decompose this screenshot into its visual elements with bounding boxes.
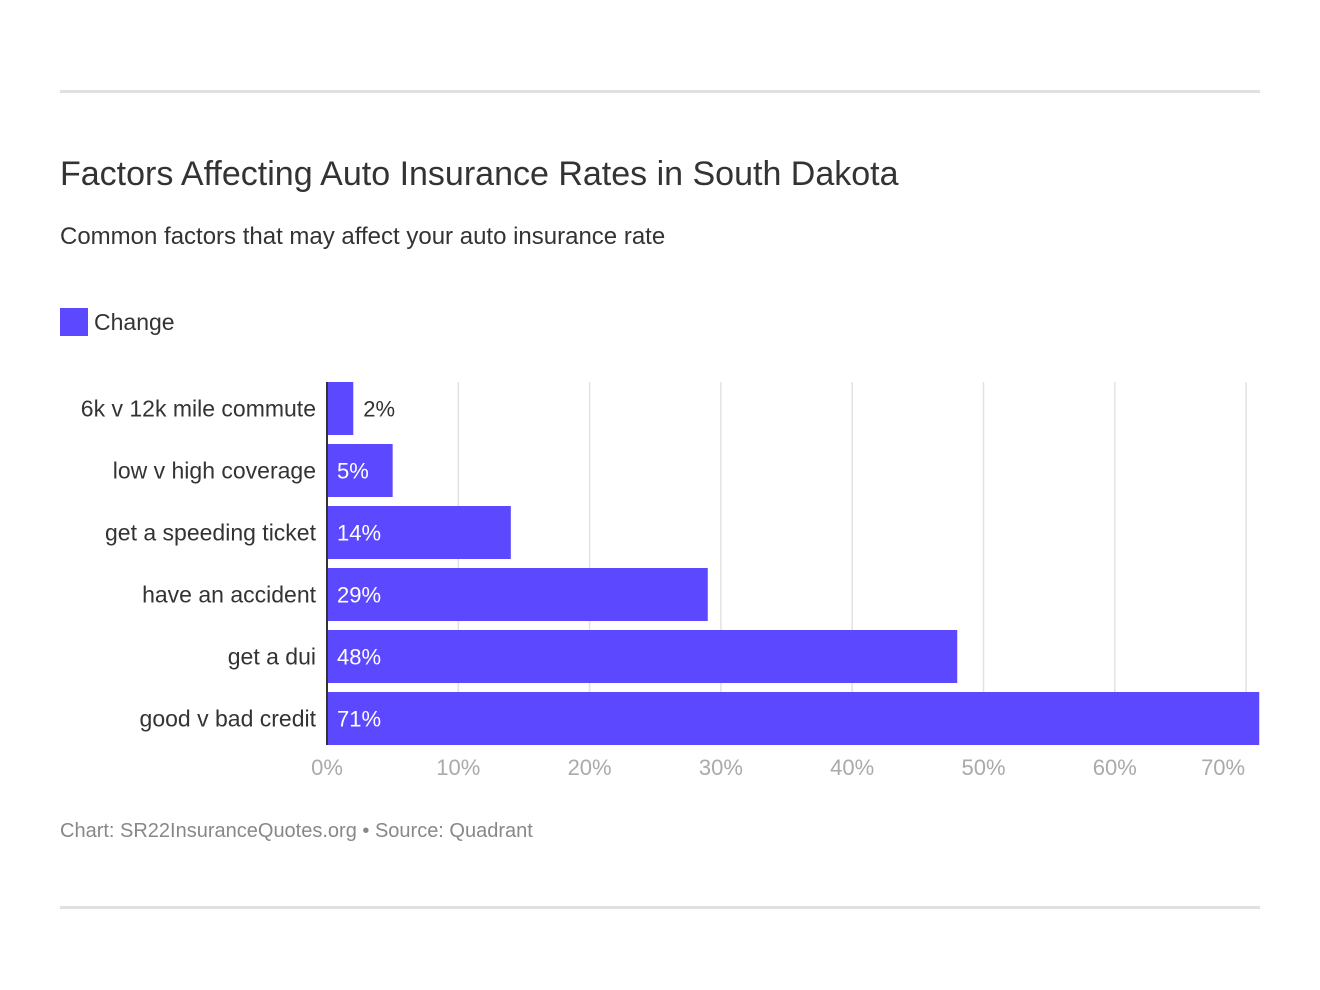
x-tick-label: 50% bbox=[961, 755, 1005, 780]
bar bbox=[327, 630, 958, 683]
category-label: good v bad credit bbox=[140, 706, 317, 732]
bottom-divider bbox=[60, 906, 1260, 909]
chart-footer: Chart: SR22InsuranceQuotes.org • Source:… bbox=[60, 820, 533, 842]
bar bbox=[327, 568, 708, 621]
x-tick-label: 30% bbox=[699, 755, 743, 780]
x-tick-label: 60% bbox=[1093, 755, 1137, 780]
top-divider bbox=[60, 90, 1260, 93]
data-label: 48% bbox=[337, 645, 381, 670]
data-label: 5% bbox=[337, 459, 369, 484]
chart-subtitle: Common factors that may affect your auto… bbox=[60, 223, 666, 250]
x-tick-label: 0% bbox=[311, 755, 343, 780]
bar bbox=[327, 506, 511, 559]
data-label: 2% bbox=[363, 397, 395, 422]
category-label: get a dui bbox=[228, 644, 316, 670]
category-label: 6k v 12k mile commute bbox=[81, 396, 316, 422]
category-label: low v high coverage bbox=[113, 458, 316, 484]
legend-label: Change bbox=[94, 308, 175, 335]
bar bbox=[327, 382, 354, 435]
data-label: 29% bbox=[337, 583, 381, 608]
x-tick-label: 10% bbox=[436, 755, 480, 780]
chart-title: Factors Affecting Auto Insurance Rates i… bbox=[60, 155, 899, 193]
category-label: have an accident bbox=[142, 582, 317, 608]
data-label: 71% bbox=[337, 707, 381, 732]
data-label: 14% bbox=[337, 521, 381, 546]
legend-swatch bbox=[60, 308, 88, 336]
x-tick-label: 40% bbox=[830, 755, 874, 780]
x-tick-label: 20% bbox=[568, 755, 612, 780]
bar bbox=[327, 692, 1260, 745]
legend: Change bbox=[60, 308, 175, 336]
category-label: get a speeding ticket bbox=[105, 520, 317, 546]
x-tick-label: 70% bbox=[1201, 755, 1245, 780]
bar bbox=[327, 444, 393, 497]
